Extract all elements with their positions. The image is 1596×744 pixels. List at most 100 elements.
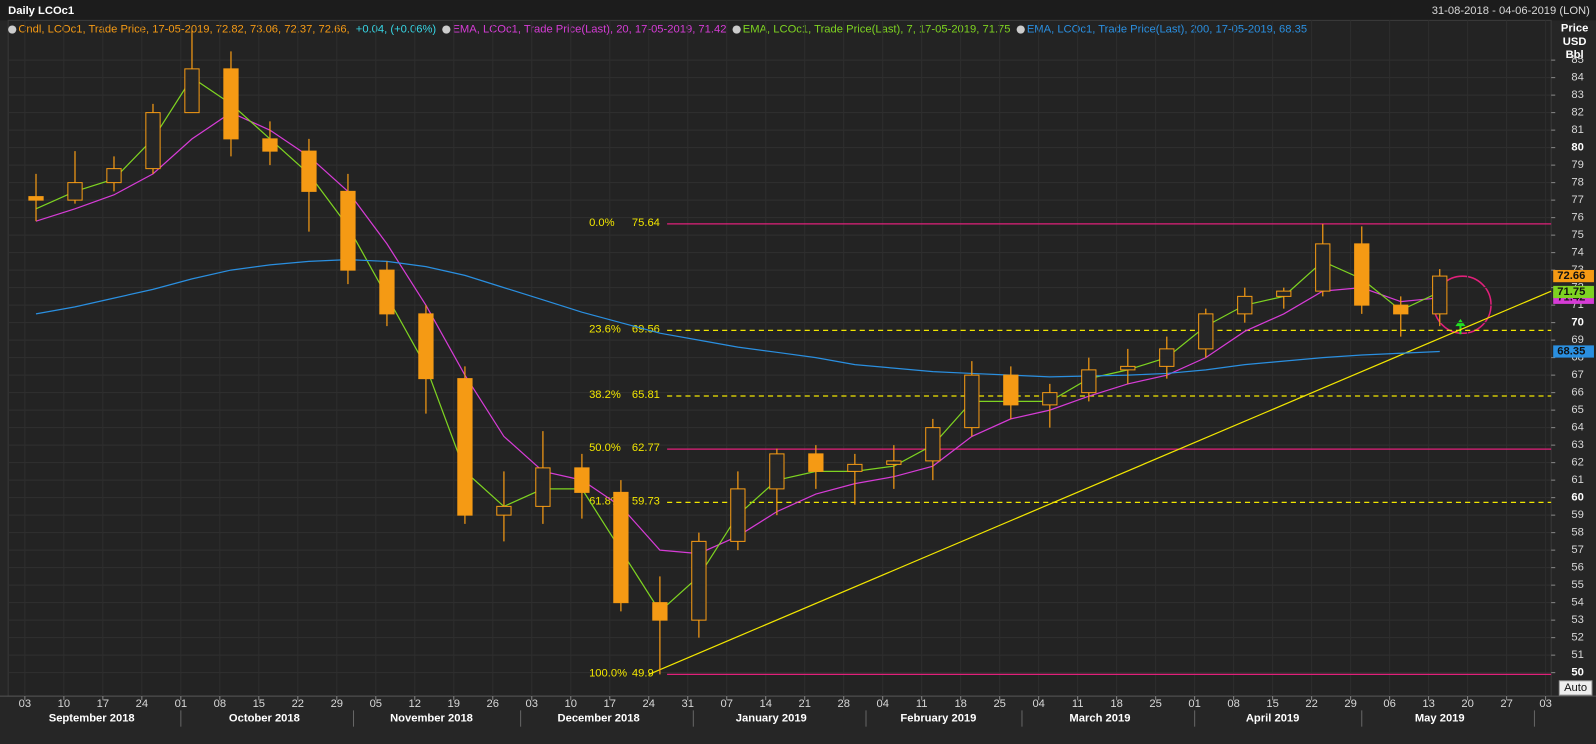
candle-body [964,374,980,429]
candle-body [223,68,239,140]
candle-body [1315,243,1331,292]
candle-body [28,196,44,201]
x-tick-label: 06 [1383,698,1395,710]
y-tick-label: 50 [1571,667,1583,679]
candle-body [301,150,317,192]
x-tick-label: 05 [370,698,382,710]
candle-body [535,467,551,507]
x-tick-label: 01 [1188,698,1200,710]
range-label: 31-08-2018 - 04-06-2019 (LON) [1432,5,1590,17]
x-tick-label: 12 [409,698,421,710]
x-tick-label: 01 [175,698,187,710]
candle-body [457,378,473,516]
y-tick-label: 55 [1571,579,1583,591]
x-tick-label: 07 [721,698,733,710]
y-tick-label: 85 [1571,54,1583,66]
plot-area [7,19,1552,697]
candle-body [184,68,200,114]
candle-body [145,112,161,170]
candle-body [1198,313,1214,350]
candle-body [496,505,512,516]
last-value-tag [1553,285,1594,299]
candle-body [1393,304,1409,315]
y-tick-label: 64 [1571,422,1583,434]
candle-body [691,540,707,621]
month-label: December 2018 [558,712,640,724]
candle-body [613,491,629,604]
legend-entry: EMA, LCOc1, Trade Price(Last), 20, 17-05… [452,24,726,36]
x-tick-label: 10 [58,698,70,710]
candle-body [652,602,668,621]
x-tick-label: 10 [565,698,577,710]
y-tick-label: 54 [1571,597,1583,609]
candle-body [574,467,590,493]
y-tick-label: 74 [1571,247,1583,259]
y-tick-label: 53 [1571,614,1583,626]
y-tick-label: 52 [1571,632,1583,644]
month-label: May 2019 [1415,712,1465,724]
y-tick-label: 66 [1571,387,1583,399]
y-tick-label: 80 [1571,142,1583,154]
candle-body [1042,392,1058,406]
x-tick-label: 04 [1032,698,1044,710]
legend-entry: EMA, LCOc1, Trade Price(Last), 7, 17-05-… [743,24,1011,36]
y-tick-label: 76 [1571,212,1583,224]
y-tick-label: 56 [1571,562,1583,574]
month-label: October 2018 [229,712,300,724]
candle-body [1276,290,1292,297]
x-tick-label: 21 [798,698,810,710]
x-tick-label: 22 [1305,698,1317,710]
trendline [648,290,1552,675]
x-tick-label: 19 [448,698,460,710]
x-tick-label: 11 [1072,698,1084,710]
x-tick-label: 17 [97,698,109,710]
auto-button-label[interactable]: Auto [1564,682,1587,694]
candle-body [1237,295,1253,315]
y-tick-label: 77 [1571,194,1583,206]
x-tick-label: 18 [954,698,966,710]
legend: Cndl, LCOc1, Trade Price, 17-05-2019, 72… [8,24,1307,36]
fib-value: 62.77 [632,442,660,454]
x-tick-label: 17 [604,698,616,710]
fib-value: 49.9 [632,667,654,679]
x-tick-label: 28 [837,698,849,710]
legend-icon [8,25,17,34]
fib-percent: 23.6% [589,323,621,335]
fib-percent: 50.0% [589,442,621,454]
last-value-label: 71.75 [1557,286,1585,298]
fib-percent: 38.2% [589,389,621,401]
y-tick-label: 78 [1571,177,1583,189]
legend-icon [732,25,741,34]
y-tick-label: 62 [1571,457,1583,469]
y-axis-label: Price [1561,23,1588,35]
y-tick-label: 63 [1571,439,1583,451]
y-tick-label: 69 [1571,334,1583,346]
candle-body [1081,369,1097,394]
legend-icon [1016,25,1025,34]
y-tick-label: 75 [1571,229,1583,241]
x-tick-label: 22 [292,698,304,710]
fib-percent: 100.0% [589,667,627,679]
month-label: February 2019 [900,712,976,724]
x-tick-label: 29 [1344,698,1356,710]
x-tick-label: 18 [1110,698,1122,710]
last-value-tag [1553,345,1594,358]
x-tick-label: 03 [19,698,31,710]
x-tick-label: 15 [1266,698,1278,710]
month-label: November 2018 [390,712,473,724]
x-tick-label: 20 [1461,698,1473,710]
candle-body [1003,374,1019,406]
legend-entry: +0.04, (+0.06%) [356,24,437,36]
x-tick-label: 14 [759,698,771,710]
x-tick-label: 15 [253,698,265,710]
candle-body [769,453,785,490]
x-tick-label: 04 [876,698,888,710]
last-value-label: 68.35 [1557,345,1585,357]
y-tick-label: 59 [1571,509,1583,521]
auto-button[interactable] [1558,680,1593,696]
y-tick-label: 83 [1571,89,1583,101]
candle-body [1159,348,1175,367]
y-axis-label: USD [1563,36,1587,48]
